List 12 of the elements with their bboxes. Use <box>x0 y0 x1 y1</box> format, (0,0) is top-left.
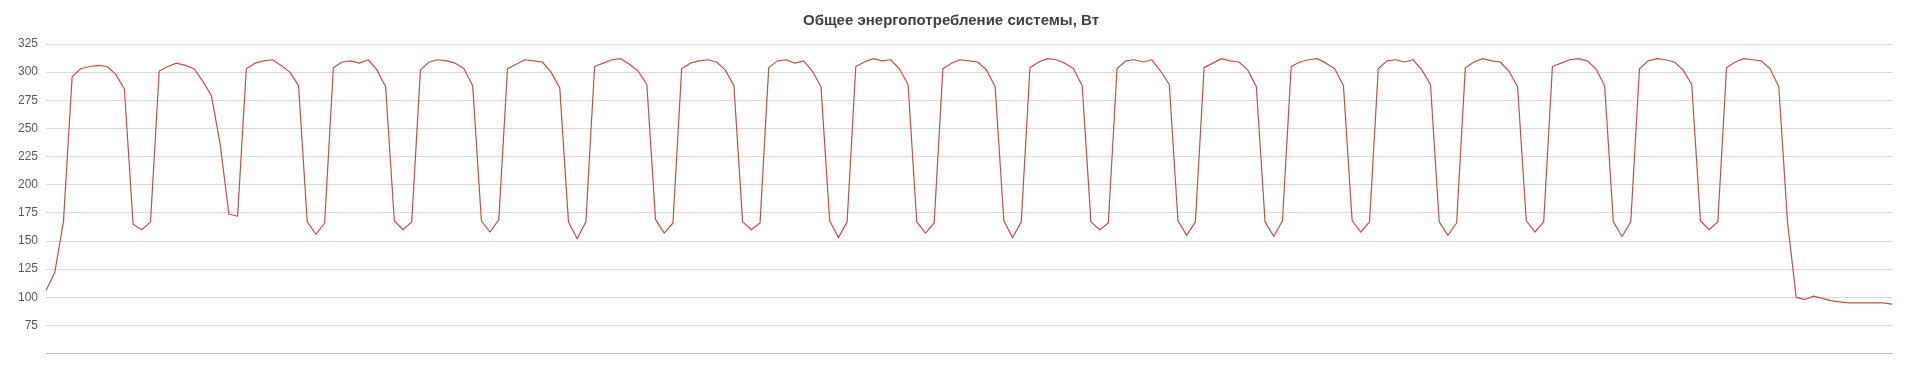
y-tick-label: 200 <box>17 177 39 192</box>
y-tick-label: 300 <box>17 64 39 79</box>
y-tick-label: 175 <box>17 205 39 220</box>
y-tick-label: 250 <box>17 120 39 135</box>
y-tick-label: 150 <box>17 233 39 248</box>
y-tick-label: 325 <box>17 36 39 51</box>
chart-title: Общее энергопотребление системы, Вт <box>803 11 1099 29</box>
y-tick-label: 75 <box>24 317 39 332</box>
y-tick-label: 100 <box>17 289 39 304</box>
y-tick-label: 125 <box>17 261 39 276</box>
y-tick-label: 225 <box>17 148 39 163</box>
y-tick-label: 275 <box>17 92 39 107</box>
